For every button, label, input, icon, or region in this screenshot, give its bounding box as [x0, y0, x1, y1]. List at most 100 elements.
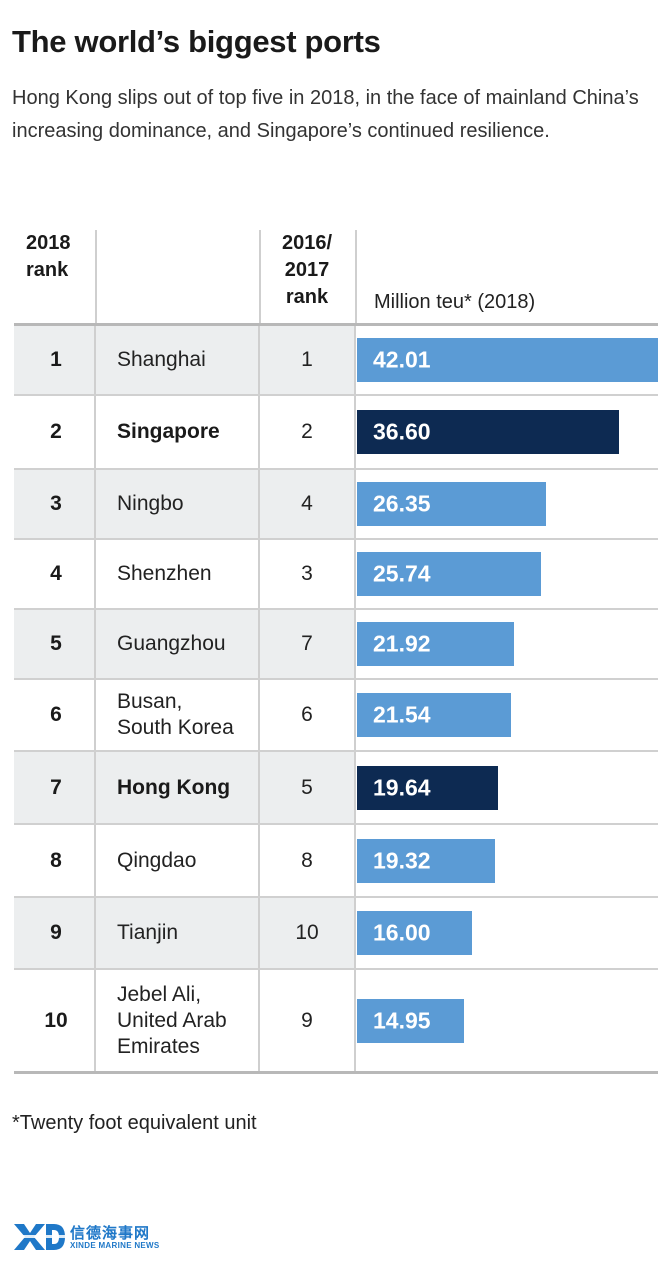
bar-value-label: 21.92: [373, 630, 431, 657]
rank-prev: 9: [301, 1009, 313, 1032]
rank-2018: 10: [44, 1009, 68, 1032]
rank-cell: 2: [14, 396, 96, 468]
table-bottom-rule: [14, 1071, 658, 1074]
rank-2018: 3: [50, 492, 62, 515]
publisher-logo: 信德海事网 XINDE MARINE NEWS: [12, 1221, 212, 1253]
footnote: *Twenty foot equivalent unit: [12, 1112, 257, 1134]
port-name-line: Shanghai: [117, 348, 206, 371]
port-name: Ningbo: [117, 491, 254, 517]
chart-title: The world’s biggest ports: [12, 24, 381, 59]
bar-cell: 21.92: [356, 610, 658, 678]
bar: 21.54: [357, 693, 511, 737]
logo-text-cn: 信德海事网: [70, 1224, 151, 1242]
port-name-cell: Tianjin: [96, 898, 260, 968]
bar-value-label: 14.95: [373, 1007, 431, 1034]
bar-value-label: 19.32: [373, 847, 431, 873]
port-name-line: Jebel Ali,: [117, 983, 202, 1006]
rank-2018: 6: [50, 703, 62, 726]
port-name-line: Tianjin: [117, 921, 179, 944]
bar: 14.95: [357, 999, 464, 1043]
header-rank-2018-line2: rank: [26, 259, 69, 281]
table-row: 9 Tianjin 10 16.00: [14, 896, 658, 968]
bar-cell: 14.95: [356, 970, 658, 1072]
table-row: 5 Guangzhou 7 21.92: [14, 608, 658, 678]
bar: 42.01: [357, 338, 658, 382]
rank-prev: 8: [301, 848, 313, 872]
rank-cell: 9: [14, 898, 96, 968]
rank-prev: 10: [295, 921, 319, 944]
bar-value-label: 25.74: [373, 560, 431, 587]
table-row: 3 Ningbo 4 26.35: [14, 468, 658, 538]
port-name-line: South Korea: [117, 716, 234, 739]
port-name-line: Guangzhou: [117, 632, 226, 655]
bar: 25.74: [357, 552, 541, 596]
prev-rank-cell: 8: [260, 825, 356, 896]
bar-value-label: 19.64: [373, 774, 431, 800]
port-name: Busan, South Korea: [117, 689, 254, 741]
rank-2018: 8: [50, 848, 62, 872]
port-name-line: Hong Kong: [117, 775, 231, 799]
table-row: 7 Hong Kong 5 19.64: [14, 750, 658, 823]
bar-cell: 26.35: [356, 470, 658, 538]
prev-rank-cell: 4: [260, 470, 356, 538]
prev-rank-cell: 5: [260, 752, 356, 823]
rank-prev: 4: [301, 492, 313, 515]
table-row: 1 Shanghai 1 42.01: [14, 323, 658, 394]
prev-rank-cell: 9: [260, 970, 356, 1072]
port-name-cell: Busan, South Korea: [96, 680, 260, 750]
bar-cell: 19.64: [356, 752, 658, 823]
header-divider: [95, 230, 97, 324]
port-name: Qingdao: [117, 848, 254, 874]
rank-prev: 6: [301, 703, 313, 726]
port-name-cell: Hong Kong: [96, 752, 260, 823]
header-rank-prev-line3: rank: [285, 286, 329, 308]
bar-cell: 42.01: [356, 326, 658, 394]
prev-rank-cell: 7: [260, 610, 356, 678]
bar-cell: 36.60: [356, 396, 658, 468]
bar-cell: 16.00: [356, 898, 658, 968]
rank-cell: 10: [14, 970, 96, 1072]
port-name-cell: Ningbo: [96, 470, 260, 538]
port-name-cell: Shenzhen: [96, 540, 260, 608]
rank-2018: 9: [50, 921, 62, 944]
port-name-cell: Jebel Ali, United Arab Emirates: [96, 970, 260, 1072]
bar-cell: 19.32: [356, 825, 658, 896]
port-name-cell: Singapore: [96, 396, 260, 468]
port-name: Guangzhou: [117, 631, 254, 657]
rank-2018: 1: [50, 348, 62, 371]
rank-2018: 2: [50, 420, 62, 443]
rank-cell: 3: [14, 470, 96, 538]
port-name-line: Singapore: [117, 420, 220, 443]
port-name: Jebel Ali, United Arab Emirates: [117, 982, 254, 1060]
port-name: Shenzhen: [117, 561, 254, 587]
table-row: 10 Jebel Ali, United Arab Emirates 9 14.95: [14, 968, 658, 1072]
rank-prev: 3: [301, 562, 313, 585]
logo-text-en: XINDE MARINE NEWS: [70, 1241, 160, 1250]
header-rank-2018-line1: 2018: [26, 232, 71, 254]
bar-value-label: 36.60: [373, 418, 431, 445]
bar: 21.92: [357, 622, 514, 666]
port-name-line: United Arab: [117, 1009, 227, 1032]
rank-cell: 4: [14, 540, 96, 608]
rank-cell: 5: [14, 610, 96, 678]
table-row: 6 Busan, South Korea 6 21.54: [14, 678, 658, 750]
table-row: 8 Qingdao 8 19.32: [14, 823, 658, 896]
port-name-line: Emirates: [117, 1035, 200, 1058]
rank-2018: 7: [50, 775, 62, 799]
header-rank-prev-line2: 2017: [284, 259, 330, 281]
port-name-line: Busan,: [117, 690, 183, 713]
rank-prev: 1: [301, 348, 313, 371]
port-name-cell: Shanghai: [96, 326, 260, 394]
port-name: Singapore: [117, 419, 254, 445]
rank-prev: 2: [301, 420, 313, 443]
rank-cell: 7: [14, 752, 96, 823]
header-divider: [259, 230, 261, 324]
bar: 16.00: [357, 911, 472, 955]
bar-value-label: 16.00: [373, 919, 431, 946]
ports-table: 1 Shanghai 1 42.01 2 Singapore 2 36.60 3 Ningbo 4 2…: [14, 323, 658, 1072]
bar-cell: 25.74: [356, 540, 658, 608]
header-rank-2018: 2018 rank: [26, 230, 86, 284]
rank-cell: 6: [14, 680, 96, 750]
rank-2018: 4: [50, 562, 62, 585]
table-row: 2 Singapore 2 36.60: [14, 394, 658, 468]
